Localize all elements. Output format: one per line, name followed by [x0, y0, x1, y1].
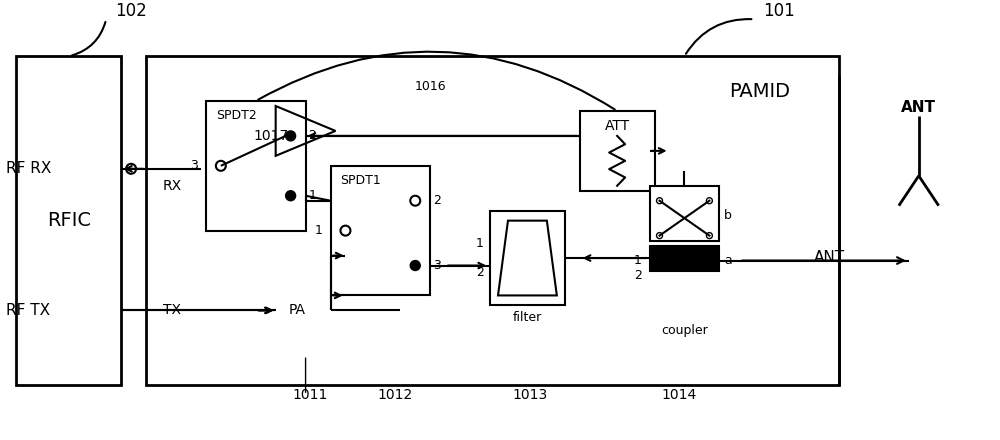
- Text: PAMID: PAMID: [729, 81, 790, 100]
- Text: a: a: [724, 254, 732, 267]
- Circle shape: [286, 191, 296, 201]
- Text: 3: 3: [190, 159, 198, 172]
- Text: ATT: ATT: [605, 119, 630, 133]
- Text: ANT: ANT: [901, 100, 936, 115]
- Circle shape: [286, 131, 296, 141]
- Text: TX: TX: [163, 304, 181, 317]
- Text: RF RX: RF RX: [6, 161, 52, 176]
- Text: 3: 3: [433, 259, 441, 272]
- Text: 1016: 1016: [414, 80, 446, 92]
- Bar: [580, 111, 655, 191]
- Text: b: b: [724, 209, 732, 222]
- Text: RFIC: RFIC: [47, 211, 91, 230]
- Text: 1: 1: [634, 254, 642, 267]
- Text: 1: 1: [315, 224, 322, 237]
- Text: 2: 2: [634, 269, 642, 282]
- Bar: [331, 166, 430, 295]
- Text: 1012: 1012: [378, 388, 413, 402]
- Text: SPDT1: SPDT1: [340, 174, 381, 187]
- Bar: [146, 56, 839, 385]
- Text: 2: 2: [433, 194, 441, 207]
- Bar: [650, 246, 719, 271]
- Text: ANT: ANT: [813, 250, 845, 265]
- Text: SPDT2: SPDT2: [216, 110, 257, 122]
- Text: 1: 1: [476, 237, 484, 249]
- Bar: [206, 101, 306, 231]
- Bar: [16, 56, 121, 385]
- Text: 1017: 1017: [253, 129, 288, 143]
- Text: coupler: coupler: [661, 324, 708, 337]
- Text: 101: 101: [763, 2, 795, 20]
- Text: PA: PA: [289, 304, 306, 317]
- Circle shape: [410, 260, 420, 271]
- Text: 1011: 1011: [293, 388, 328, 402]
- Text: RX: RX: [163, 179, 182, 193]
- Text: 2: 2: [476, 267, 484, 279]
- Text: RF TX: RF TX: [6, 303, 51, 318]
- Bar: [490, 211, 565, 305]
- Text: 1013: 1013: [512, 388, 548, 402]
- Text: 1014: 1014: [662, 388, 697, 402]
- Text: 2: 2: [309, 129, 316, 143]
- Bar: [650, 186, 719, 241]
- Text: 1: 1: [309, 189, 316, 202]
- Text: filter: filter: [513, 311, 542, 324]
- Text: 102: 102: [115, 2, 147, 20]
